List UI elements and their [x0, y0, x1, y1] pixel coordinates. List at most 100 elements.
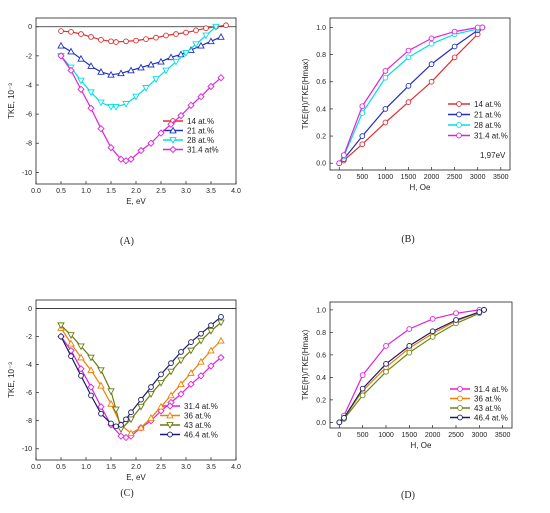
y-tick-label: -8 — [26, 141, 32, 148]
data-point — [68, 353, 74, 359]
data-point — [58, 28, 64, 34]
series-line — [338, 309, 485, 423]
data-point — [157, 129, 165, 137]
x-tick-label: 2.0 — [131, 464, 141, 471]
data-point — [187, 347, 195, 355]
data-point — [359, 372, 366, 378]
y-tick-label: 1.0 — [316, 307, 326, 314]
y-tick-label: -4 — [26, 82, 32, 89]
legend-label: 43 at.% — [474, 404, 501, 413]
x-tick-label: 1000 — [378, 174, 394, 181]
data-point — [217, 336, 225, 344]
data-point — [202, 32, 210, 40]
y-tick-label: -8 — [26, 418, 32, 425]
data-point — [177, 111, 185, 120]
chart-panel-c: 0.0 0.5 1.0 1.5 2.0 2.5 3.0 3.5 4.0 0 -2 -4 -6 -8 -10 E… — [7, 299, 241, 499]
plot-frame — [329, 17, 511, 171]
data-point — [67, 66, 75, 75]
panel-label-d: (D) — [401, 490, 415, 501]
data-point — [143, 36, 149, 42]
x-tick-label: 1.0 — [81, 188, 91, 195]
x-tick-label: 2.5 — [156, 188, 166, 195]
data-point — [108, 420, 114, 427]
legend-label: 43 at.% — [184, 421, 211, 430]
data-point — [87, 366, 95, 374]
data-point — [383, 343, 389, 349]
chart-panel-d: 0 500 1000 1500 2000 2500 3000 3500 0.0 0.2 0.4 0.6… — [301, 301, 513, 501]
data-point — [148, 384, 154, 390]
data-point — [77, 343, 85, 351]
data-point — [112, 406, 120, 414]
data-point — [476, 309, 483, 315]
y-tick-label: 0.4 — [316, 106, 326, 113]
data-point — [428, 40, 435, 47]
data-point — [453, 310, 459, 317]
series-line — [338, 309, 485, 423]
x-axis-label: E, eV — [126, 197, 146, 206]
legend-marker — [456, 101, 462, 107]
data-point — [197, 337, 205, 345]
data-point — [405, 99, 412, 105]
legend-label: 31.4 at.% — [184, 402, 218, 411]
data-point — [127, 416, 135, 424]
data-point — [137, 423, 145, 431]
data-point — [183, 29, 189, 36]
x-tick-label: 500 — [356, 174, 368, 181]
data-point — [193, 27, 199, 34]
y-axis-label: TKE, 10⁻³ — [7, 83, 16, 119]
x-tick-label: 3000 — [470, 174, 486, 181]
data-point — [336, 160, 343, 167]
x-tick-label: 1000 — [378, 432, 394, 439]
legend-label: 46.4 at.% — [474, 413, 508, 422]
y-tick-label: -10 — [22, 446, 32, 453]
y-tick-label: 0.8 — [316, 330, 326, 337]
legend-marker — [169, 145, 177, 154]
data-point — [405, 83, 412, 89]
x-tick-label: 2000 — [425, 432, 441, 439]
data-point — [187, 101, 195, 110]
x-tick-label: 0 — [337, 432, 341, 439]
x-tick-label: 0.0 — [31, 464, 41, 471]
legend-marker — [169, 137, 177, 144]
data-point — [187, 380, 195, 388]
data-point — [453, 317, 459, 323]
legend-label: 31.4 at.% — [474, 385, 508, 394]
data-point — [97, 403, 105, 411]
series-2 — [57, 324, 225, 437]
data-point — [132, 93, 140, 101]
series-2 — [336, 24, 486, 167]
legend-marker — [456, 111, 462, 118]
x-tick-label: 3500 — [493, 174, 509, 181]
x-axis-label: H, Oe — [410, 183, 431, 192]
data-point — [118, 422, 124, 428]
legend-marker — [166, 402, 174, 410]
legend-label: 14 at.% — [474, 100, 501, 109]
data-point — [429, 328, 436, 335]
x-tick-label: 2000 — [424, 174, 440, 181]
data-point — [172, 58, 180, 66]
data-point — [137, 403, 145, 411]
data-point — [87, 104, 95, 112]
x-tick-label: 1.5 — [106, 188, 116, 195]
data-point — [217, 319, 225, 327]
data-point — [107, 70, 115, 78]
x-tick-label: 2500 — [448, 432, 464, 439]
data-point — [127, 429, 135, 437]
legend-label: 21 at.% — [474, 110, 501, 119]
data-point — [113, 39, 119, 45]
data-point — [68, 28, 74, 35]
legend-marker — [167, 431, 173, 438]
series-line — [338, 309, 484, 423]
series-2 — [57, 33, 225, 78]
data-point — [58, 333, 64, 340]
y-tick-label: 1.0 — [316, 25, 326, 32]
x-tick-label: 2.0 — [131, 188, 141, 195]
data-point — [97, 99, 105, 107]
data-point — [167, 368, 175, 376]
data-point — [217, 353, 225, 362]
y-tick-label: 0.0 — [316, 420, 326, 427]
data-point — [78, 372, 84, 379]
data-point — [428, 78, 435, 85]
data-point — [57, 322, 65, 330]
